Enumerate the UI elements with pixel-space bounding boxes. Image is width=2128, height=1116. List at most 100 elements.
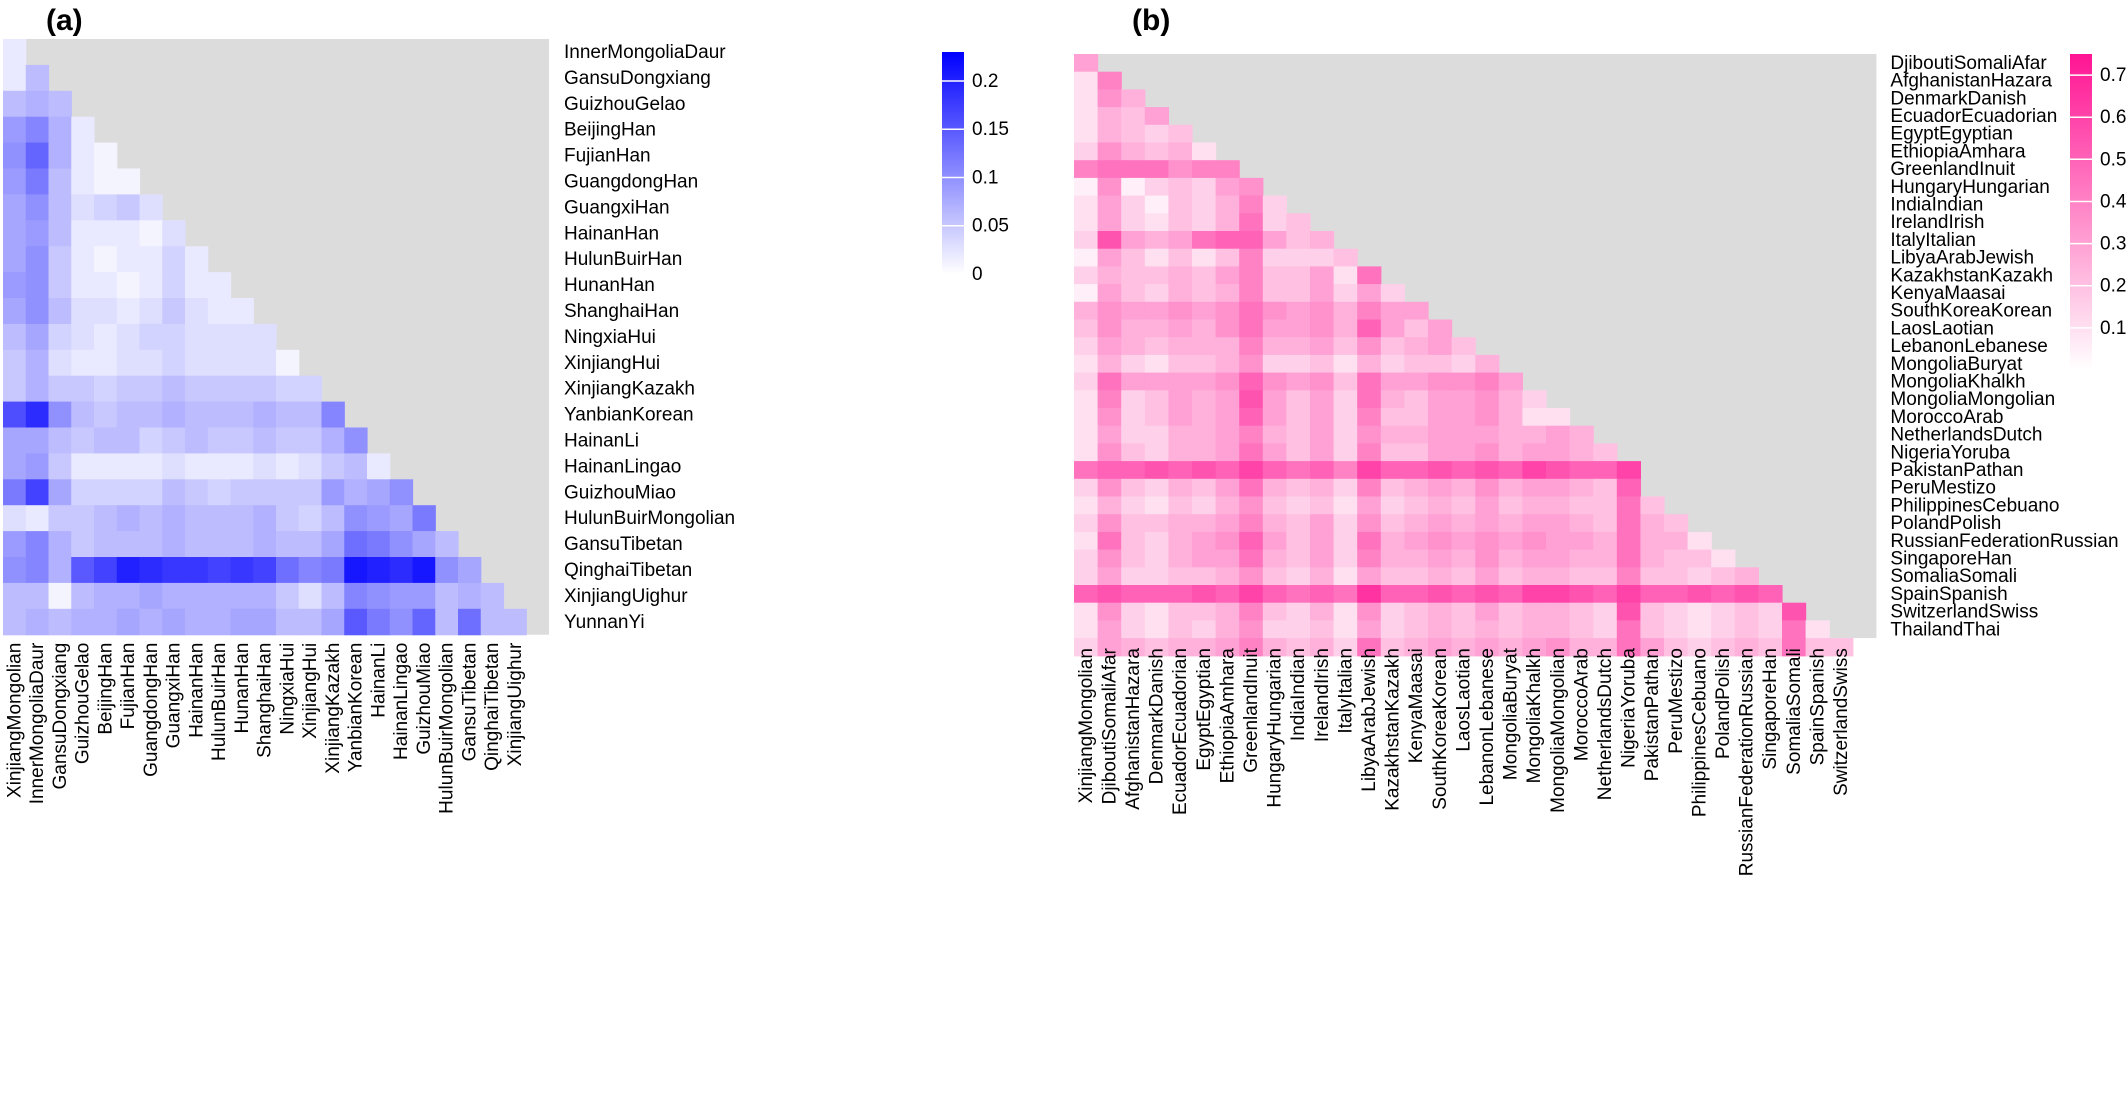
heatmap-cell	[1687, 531, 1712, 551]
heatmap-cell	[1475, 585, 1500, 604]
heatmap-cell	[25, 453, 50, 480]
heatmap-cell	[321, 608, 345, 636]
heatmap-cell	[1262, 496, 1287, 515]
heatmap-cell	[1310, 602, 1335, 621]
heatmap-cell	[1168, 549, 1193, 568]
heatmap-cell	[298, 557, 323, 584]
heatmap-cell	[207, 479, 232, 506]
heatmap-cell	[1215, 301, 1240, 321]
heatmap-cell	[71, 479, 95, 506]
heatmap-cell	[1215, 337, 1240, 356]
column-label: DjiboutiSomaliAfar	[1099, 647, 1120, 804]
heatmap-cell	[1097, 231, 1122, 250]
heatmap-cell	[1357, 337, 1382, 356]
heatmap-cell	[185, 246, 209, 273]
heatmap-cell	[25, 531, 50, 558]
heatmap-cell	[367, 531, 391, 558]
heatmap-cell	[1168, 585, 1193, 604]
heatmap-cell	[1380, 496, 1405, 515]
column-label: HainanLi	[368, 643, 389, 718]
heatmap-cell	[253, 349, 277, 377]
heatmap-cell	[1215, 390, 1240, 409]
heatmap-cell	[1121, 496, 1146, 515]
heatmap-cell	[1121, 408, 1146, 427]
heatmap-cell	[1333, 443, 1358, 462]
column-label: GuizhouMiao	[414, 643, 435, 755]
heatmap-cell	[1357, 372, 1382, 391]
heatmap-cell	[1428, 531, 1453, 551]
heatmap-cell	[116, 375, 141, 403]
heatmap-cell	[1239, 390, 1264, 409]
colorbar-tick-label: 0.4	[2100, 192, 2127, 213]
column-label: LibyaArabJewish	[1359, 648, 1380, 792]
heatmap-cell	[1286, 301, 1311, 321]
column-label: RussianFederationRussian	[1737, 648, 1758, 876]
column-label: XinjiangMongolian	[4, 643, 25, 798]
heatmap-cell	[71, 453, 95, 480]
heatmap-cell	[1640, 531, 1665, 551]
row-label: MongoliaKhalkh	[1890, 371, 2025, 392]
heatmap-cell	[1380, 638, 1405, 657]
row-label: PhilippinesCebuano	[1890, 495, 2059, 516]
heatmap-cell	[1428, 408, 1453, 427]
column-label: XinjiangMongolian	[1076, 648, 1097, 803]
heatmap-cell	[1286, 425, 1311, 444]
heatmap-cell	[1664, 549, 1689, 568]
heatmap-cell	[1546, 478, 1571, 498]
heatmap-cell	[1121, 213, 1146, 232]
heatmap-cell	[1168, 478, 1193, 498]
heatmap-cell	[276, 531, 300, 558]
heatmap-cell	[1262, 372, 1287, 391]
heatmap-cell	[1451, 531, 1476, 551]
heatmap-cell	[207, 453, 232, 480]
column-label: GuizhouGelao	[73, 643, 94, 764]
heatmap-cell	[230, 505, 254, 532]
heatmap-cell	[1498, 390, 1523, 409]
heatmap-cell	[1144, 585, 1169, 604]
heatmap-cell	[1168, 461, 1193, 480]
heatmap-cell	[1428, 372, 1453, 391]
heatmap-cell	[1144, 531, 1169, 551]
heatmap-cell	[1121, 177, 1146, 197]
heatmap-cell	[207, 531, 232, 558]
heatmap-cell	[1475, 514, 1500, 533]
heatmap-cell	[1451, 461, 1476, 480]
heatmap-cell	[1404, 372, 1429, 391]
heatmap-cell	[1121, 638, 1146, 657]
heatmap-cell	[139, 479, 163, 506]
heatmap-cell	[253, 375, 277, 403]
heatmap-cell	[1144, 461, 1169, 480]
heatmap-cell	[1121, 142, 1146, 161]
colorbar-tick-label: 0.7	[2100, 65, 2126, 86]
heatmap-cell	[162, 220, 186, 247]
column-label: MongoliaBuryat	[1501, 647, 1522, 780]
heatmap-cell	[1498, 478, 1523, 498]
heatmap-cell	[1168, 231, 1193, 250]
heatmap-cell	[1168, 266, 1193, 285]
heatmap-cell	[1074, 443, 1099, 462]
heatmap-cell	[1215, 372, 1240, 391]
heatmap-cell	[435, 582, 459, 610]
heatmap-cell	[1498, 461, 1523, 480]
heatmap-cell	[1616, 531, 1641, 551]
heatmap-cell	[1451, 549, 1476, 568]
heatmap-cell	[1310, 390, 1335, 409]
column-label: HulunBuirHan	[209, 643, 230, 761]
heatmap-cell	[1380, 408, 1405, 427]
column-label: SomaliaSomali	[1784, 648, 1805, 775]
heatmap-cell	[458, 557, 482, 584]
heatmap-cell	[1404, 567, 1429, 586]
heatmap-cell	[412, 608, 436, 636]
heatmap-cell	[116, 194, 141, 221]
heatmap-cell	[1333, 354, 1358, 374]
heatmap-cell	[48, 194, 72, 221]
heatmap-cell	[1310, 372, 1335, 391]
heatmap-cell	[48, 401, 72, 429]
row-label: GuangdongHan	[564, 171, 698, 192]
heatmap-cell	[344, 479, 368, 506]
column-label: KenyaMaasai	[1406, 648, 1427, 763]
heatmap-cell	[162, 608, 186, 636]
heatmap-cell	[1569, 620, 1594, 639]
heatmap-cell	[1475, 638, 1500, 657]
heatmap-cell	[1144, 602, 1169, 621]
